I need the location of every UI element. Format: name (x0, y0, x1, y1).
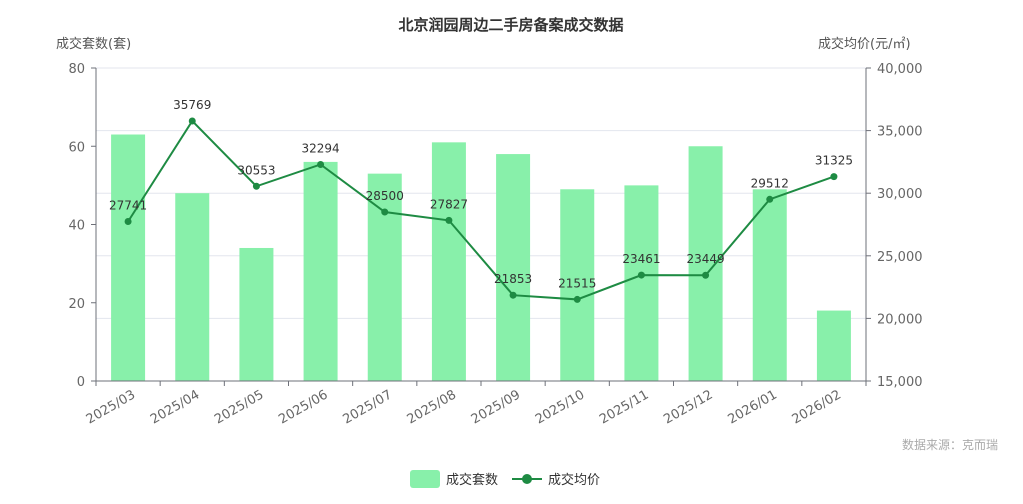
data-label: 27741 (109, 198, 147, 212)
line-point (509, 291, 517, 299)
bar (816, 310, 851, 381)
price-line (127, 119, 835, 301)
bar (688, 146, 723, 381)
y-right-tick-label: 15,000 (877, 375, 923, 390)
x-tick-label: 2026/01 (725, 387, 779, 427)
bar (303, 161, 338, 381)
source-note: 数据来源：克而瑞 (902, 437, 998, 452)
line-point (830, 173, 838, 181)
line-point (124, 217, 132, 225)
data-label: 30553 (237, 163, 275, 177)
y-right-tick-label: 40,000 (877, 62, 923, 77)
line-point (252, 182, 260, 190)
y-left-tick-label: 40 (68, 219, 85, 234)
x-tick-label: 2025/08 (405, 387, 459, 427)
bar (431, 142, 466, 381)
data-label: 23449 (686, 252, 724, 266)
legend-bar-swatch (410, 470, 440, 488)
bar (111, 134, 146, 381)
line-point (573, 295, 581, 303)
x-tick-label: 2025/10 (533, 387, 587, 427)
y-right-tick-label: 35,000 (877, 125, 923, 140)
legend: 成交套数 成交均价 (410, 470, 600, 488)
legend-item-line[interactable]: 成交均价 (512, 472, 600, 488)
y-right-tick-label: 25,000 (877, 250, 923, 265)
data-label: 35769 (173, 98, 211, 112)
line-series (124, 117, 838, 303)
line-point (381, 208, 389, 216)
x-tick-label: 2025/03 (84, 387, 138, 427)
y-right-tick-label: 30,000 (877, 187, 923, 202)
legend-bar-label: 成交套数 (446, 472, 498, 488)
bar (175, 193, 210, 381)
x-tick-label: 2025/06 (276, 387, 330, 427)
x-tick-label: 2025/09 (469, 387, 523, 427)
x-tick-label: 2026/02 (790, 387, 844, 427)
data-label: 23461 (622, 252, 660, 266)
legend-line-label: 成交均价 (548, 472, 600, 488)
y-left-axis-label: 成交套数(套) (56, 36, 131, 52)
line-point (702, 271, 710, 279)
x-tick-label: 2025/11 (597, 387, 651, 427)
legend-item-bars[interactable]: 成交套数 (410, 470, 498, 488)
line-point (766, 195, 774, 203)
data-label: 21853 (494, 272, 532, 286)
bar (752, 189, 787, 381)
y-right-axis-label: 成交均价(元/㎡) (818, 36, 911, 52)
data-label: 28500 (366, 189, 404, 203)
bar (239, 247, 274, 381)
line-point (317, 160, 325, 168)
bar-series (111, 134, 851, 381)
data-label: 31325 (815, 154, 853, 168)
x-tick-label: 2025/07 (340, 387, 394, 427)
data-label: 27827 (430, 197, 468, 211)
bar (560, 189, 595, 381)
data-labels: 27741 35769 30553 32294 28500 27827 21853 21515… (109, 98, 853, 290)
line-point (637, 271, 645, 279)
line-point (445, 216, 453, 224)
y-left-tick-label: 80 (68, 62, 85, 77)
grid-lines (96, 67, 866, 319)
data-label: 29512 (751, 176, 789, 190)
y-left-tick-label: 0 (77, 375, 85, 390)
bar (367, 173, 402, 381)
y-left-tick-label: 60 (68, 140, 85, 155)
bar (624, 185, 659, 381)
data-label: 21515 (558, 276, 596, 290)
legend-line-marker (522, 474, 532, 484)
data-label: 32294 (301, 141, 339, 155)
y-left-tick-label: 20 (68, 297, 85, 312)
bar (496, 154, 531, 381)
y-right-tick-label: 20,000 (877, 312, 923, 327)
line-point (188, 117, 196, 125)
x-tick-label: 2025/12 (661, 387, 715, 427)
x-tick-label: 2025/05 (212, 387, 266, 427)
x-tick-label: 2025/04 (148, 387, 202, 427)
chart-title: 北京润园周边二手房备案成交数据 (398, 16, 623, 34)
